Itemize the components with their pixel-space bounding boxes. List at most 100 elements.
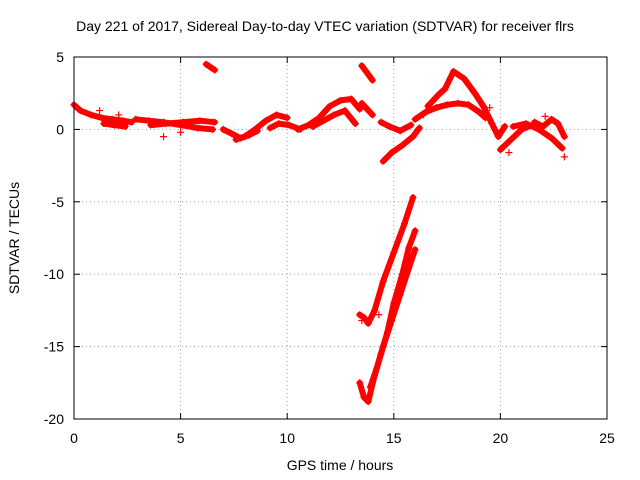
series-arc-13 (377, 118, 415, 135)
data-point (360, 393, 368, 401)
data-point (119, 117, 127, 125)
series-line (267, 120, 303, 133)
series-arc-11 (358, 99, 376, 119)
data-point (356, 105, 364, 113)
data-point (283, 114, 291, 122)
data-point (548, 115, 556, 123)
data-point (415, 124, 423, 132)
data-point (162, 120, 170, 128)
x-tick-label: 25 (599, 430, 615, 446)
data-point (358, 62, 366, 70)
data-point (505, 149, 513, 157)
data-point (522, 120, 530, 128)
x-tick-label: 15 (386, 430, 402, 446)
data-point (407, 121, 415, 129)
data-point (177, 128, 185, 136)
plot-frame (73, 56, 608, 420)
series-line (358, 100, 376, 118)
axis-ticks (73, 56, 608, 420)
data-point (285, 121, 293, 129)
data-point (76, 107, 84, 115)
series-arc-20 (356, 193, 417, 327)
data-point (132, 115, 140, 123)
series-arc-7 (232, 111, 291, 144)
y-tick-label: -10 (44, 266, 64, 282)
data-point (541, 112, 549, 120)
data-point (475, 108, 483, 116)
data-point (368, 111, 376, 119)
data-point (379, 277, 387, 285)
data-point (330, 111, 338, 119)
data-point (454, 99, 462, 107)
data-point (377, 118, 385, 126)
data-point (123, 120, 131, 128)
x-tick-label: 5 (177, 430, 185, 446)
data-point (560, 153, 568, 161)
series-arc-22 (366, 246, 419, 391)
series-arc-4 (147, 117, 219, 129)
series-arc-10 (309, 107, 359, 131)
data-point (98, 114, 106, 122)
data-point (388, 149, 396, 157)
series-line (356, 194, 416, 327)
series-line (233, 111, 291, 143)
series-arc-5 (202, 60, 219, 74)
data-point (554, 120, 562, 128)
y-tick-label: -20 (44, 411, 64, 427)
data-point (424, 102, 432, 110)
data-point (373, 364, 381, 372)
data-point (337, 96, 344, 104)
series-arc-9 (294, 95, 364, 133)
y-tick-label: 0 (56, 121, 64, 137)
data-point (494, 133, 502, 141)
data-point (294, 125, 302, 133)
data-point (379, 343, 387, 351)
data-point (539, 123, 547, 131)
data-point (87, 111, 95, 119)
data-point (443, 101, 451, 109)
data-point (179, 118, 187, 126)
series-arc-1 (70, 101, 136, 126)
data-point (509, 123, 517, 131)
data-point (319, 117, 327, 125)
data-point (358, 99, 366, 107)
y-tick-label: 5 (56, 49, 64, 65)
axis-tick-labels: 0 5 10 15 20 25 5 0 -5 -10 -15 -20 (44, 49, 615, 446)
data-point (396, 290, 404, 298)
data-point (368, 76, 376, 84)
data-point (531, 118, 539, 126)
data-point (228, 130, 236, 138)
data-point (251, 125, 259, 133)
data-point (341, 107, 349, 115)
data-point (471, 89, 479, 97)
data-point (356, 311, 364, 319)
data-point (219, 125, 227, 133)
data-point (275, 120, 283, 128)
data-point (435, 91, 443, 99)
series-arc-15 (411, 99, 489, 123)
data-point (558, 144, 566, 152)
data-point (507, 136, 515, 144)
data-point (388, 317, 396, 325)
data-point (400, 220, 408, 228)
data-point (266, 124, 274, 132)
data-point (147, 121, 155, 129)
data-point (371, 306, 379, 314)
series-line (356, 227, 419, 405)
data-point (398, 141, 406, 149)
data-point (411, 246, 419, 254)
data-point (366, 383, 374, 391)
data-point (560, 133, 568, 141)
data-point (364, 398, 372, 406)
data-point (209, 125, 217, 133)
x-tick-label: 0 (70, 430, 78, 446)
data-point (449, 67, 457, 75)
series-line (358, 62, 376, 84)
data-point (405, 244, 413, 252)
data-point (241, 133, 249, 141)
series-line (412, 100, 489, 123)
data-point (128, 118, 136, 126)
data-point (441, 85, 449, 93)
data-point (326, 102, 334, 110)
